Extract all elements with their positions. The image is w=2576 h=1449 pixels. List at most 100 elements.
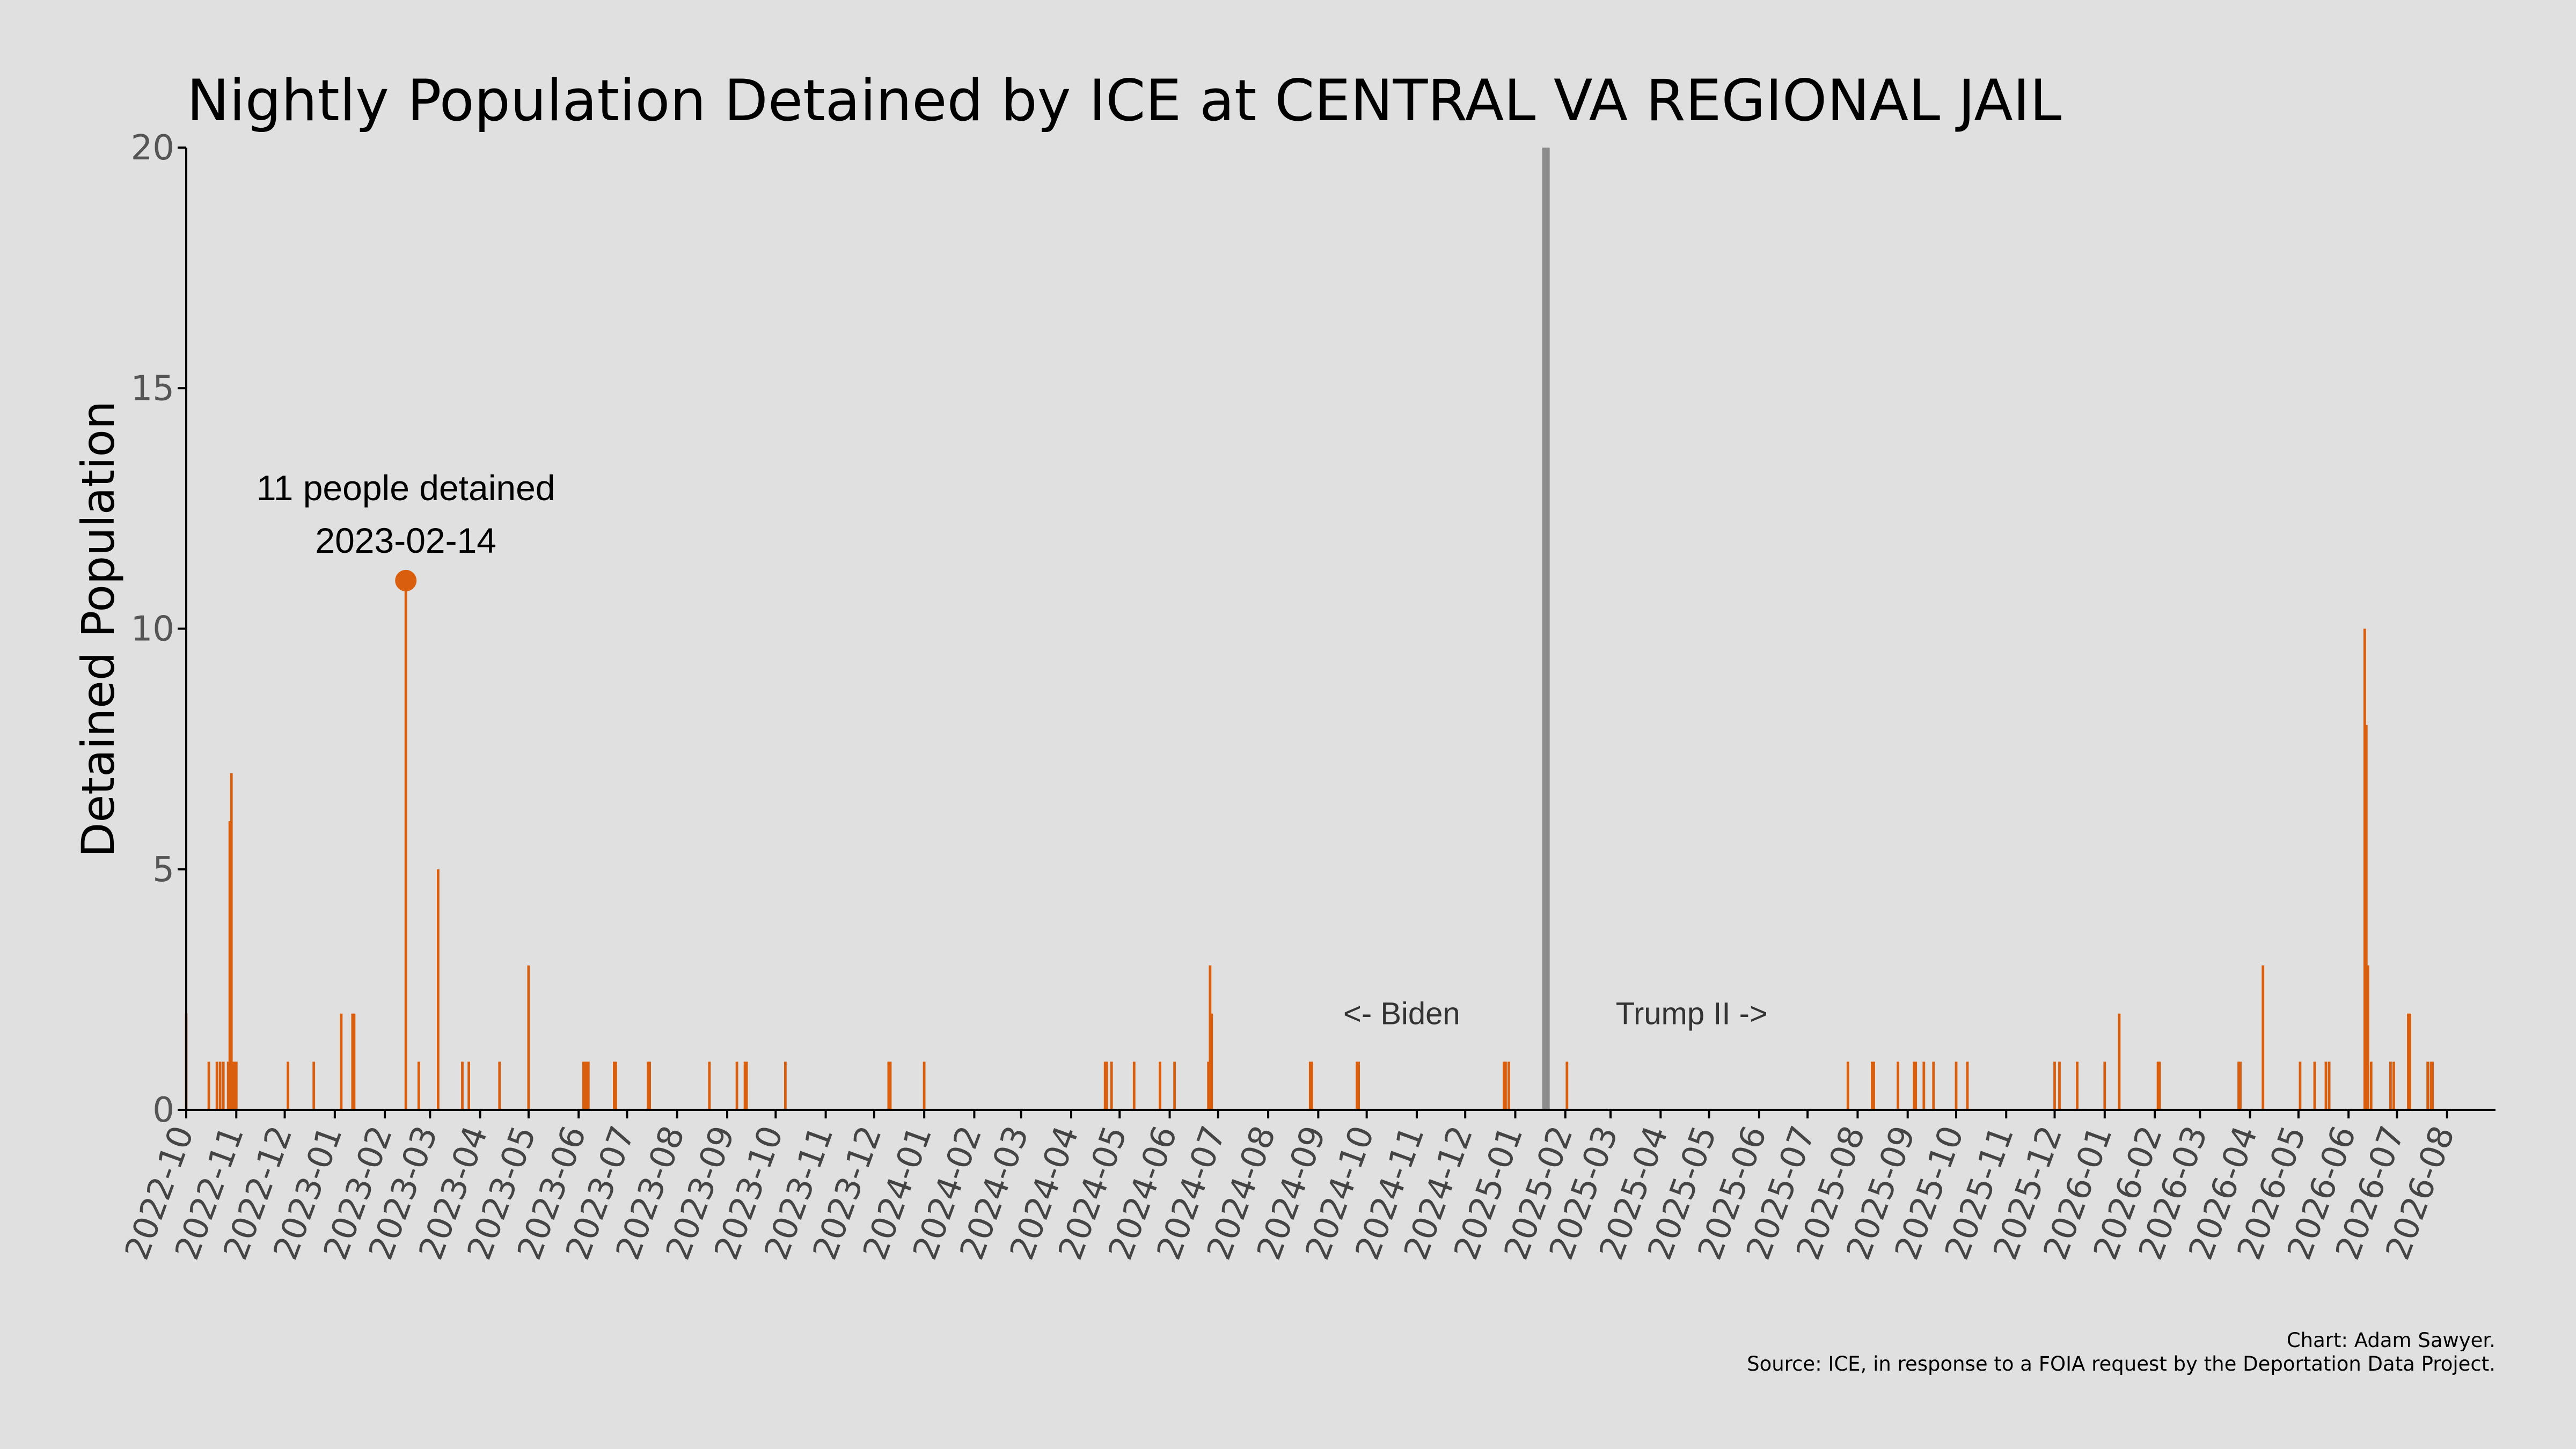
bar <box>2369 1062 2373 1110</box>
bar <box>587 1062 590 1110</box>
bar <box>2158 1062 2161 1110</box>
bar <box>222 1062 225 1110</box>
bar <box>1872 1062 1875 1110</box>
bar <box>527 965 530 1110</box>
credit-source: Source: ICE, in response to a FOIA reque… <box>1747 1352 2496 1375</box>
bar <box>1210 1013 1213 1110</box>
bar <box>647 1062 649 1110</box>
bar <box>2053 1062 2056 1110</box>
bar <box>2392 1062 2395 1110</box>
bar <box>2429 1062 2432 1110</box>
y-tick-label: 10 <box>131 610 174 649</box>
bar <box>233 1062 236 1110</box>
bar <box>2237 1062 2240 1110</box>
bar <box>1357 1062 1360 1110</box>
bar <box>708 1062 711 1110</box>
y-tick-label: 15 <box>131 369 174 408</box>
bar <box>2363 628 2366 1110</box>
bar <box>1110 1062 1113 1110</box>
bar <box>437 869 440 1110</box>
bar <box>1932 1062 1935 1110</box>
bar <box>2426 1062 2429 1110</box>
bar <box>743 1062 747 1110</box>
bar <box>1565 1062 1569 1110</box>
bar <box>614 1062 617 1110</box>
bar <box>353 1013 356 1110</box>
bar <box>2366 965 2369 1110</box>
bar <box>287 1062 289 1110</box>
bar <box>1913 1062 1916 1110</box>
bar <box>351 1013 354 1110</box>
bar <box>1871 1062 1874 1110</box>
y-tick-label: 20 <box>131 128 174 168</box>
bar <box>2328 1062 2331 1110</box>
bars-layer <box>185 580 2434 1110</box>
y-ticks-layer: 0 5 10 15 20 <box>131 128 186 1130</box>
bar <box>1922 1062 1926 1110</box>
bar <box>2239 1062 2242 1110</box>
bar <box>889 1062 892 1110</box>
bar <box>340 1013 343 1110</box>
bar <box>2299 1062 2302 1110</box>
bar <box>228 821 231 1110</box>
bar <box>230 773 233 1110</box>
bar <box>2058 1062 2061 1110</box>
bar <box>2431 1062 2434 1110</box>
bar <box>2324 1062 2328 1110</box>
bar <box>2103 1062 2106 1110</box>
bar <box>1132 1062 1136 1110</box>
bar <box>1103 1062 1107 1110</box>
bar <box>745 1062 748 1110</box>
bar <box>784 1062 787 1110</box>
bar <box>1914 1062 1918 1110</box>
bar <box>2365 724 2368 1110</box>
bar <box>735 1062 738 1110</box>
bar <box>226 1062 230 1110</box>
bar <box>498 1062 501 1110</box>
bar <box>231 1062 235 1110</box>
y-axis-label: Detained Population <box>72 401 125 857</box>
bar <box>887 1062 890 1110</box>
bar <box>2118 1013 2121 1110</box>
bar <box>207 1062 210 1110</box>
bar <box>1356 1062 1358 1110</box>
y-tick-label: 5 <box>152 850 174 890</box>
bar <box>1209 965 1212 1110</box>
bar <box>1846 1062 1849 1110</box>
bar <box>1966 1062 1969 1110</box>
highlight-label-count: 11 people detained <box>257 468 555 508</box>
bar <box>1507 1062 1510 1110</box>
bar <box>2262 965 2265 1110</box>
bar <box>648 1062 651 1110</box>
bar <box>404 580 407 1110</box>
bar <box>2313 1062 2316 1110</box>
bar <box>1207 1062 1210 1110</box>
bar <box>2407 1013 2410 1110</box>
trump-era-label: Trump II -> <box>1616 997 1768 1031</box>
bar <box>1310 1062 1313 1110</box>
bar <box>2076 1062 2079 1110</box>
credit-author: Chart: Adam Sawyer. <box>2287 1329 2496 1352</box>
bar <box>923 1062 926 1110</box>
bar <box>2156 1062 2160 1110</box>
highlight-layer: 11 people detained 2023-02-14 <box>257 468 555 591</box>
bar <box>218 1062 222 1110</box>
bar <box>585 1062 588 1110</box>
bar <box>2389 1062 2392 1110</box>
highlight-point <box>395 569 417 591</box>
bar <box>582 1062 585 1110</box>
bar <box>312 1062 316 1110</box>
bar <box>1173 1062 1176 1110</box>
bar <box>1897 1062 1899 1110</box>
bar <box>467 1062 470 1110</box>
highlight-label-date: 2023-02-14 <box>315 521 496 560</box>
bar <box>461 1062 464 1110</box>
bar <box>2409 1013 2411 1110</box>
bar <box>1503 1062 1505 1110</box>
biden-era-label: <- Biden <box>1343 997 1460 1031</box>
bar <box>1308 1062 1312 1110</box>
bar <box>215 1062 218 1110</box>
bar <box>1504 1062 1507 1110</box>
